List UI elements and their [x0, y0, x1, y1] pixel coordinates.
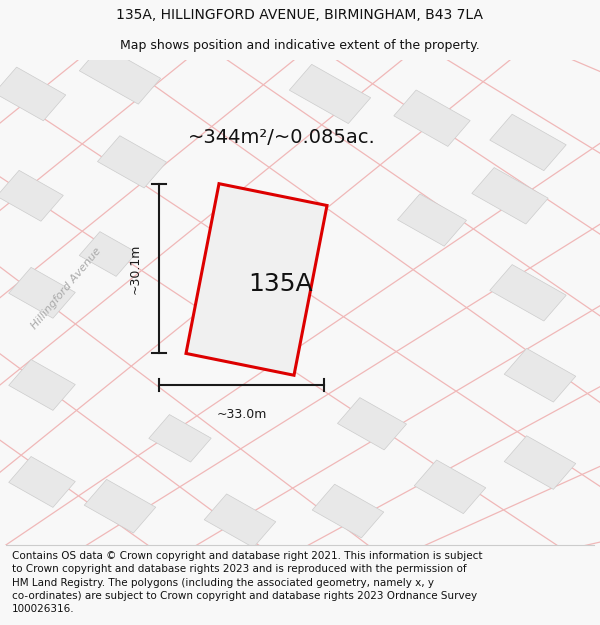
Polygon shape [84, 479, 156, 533]
Polygon shape [8, 456, 76, 508]
Polygon shape [79, 232, 137, 276]
Text: Map shows position and indicative extent of the property.: Map shows position and indicative extent… [120, 39, 480, 51]
Text: co-ordinates) are subject to Crown copyright and database rights 2023 Ordnance S: co-ordinates) are subject to Crown copyr… [12, 591, 477, 601]
Polygon shape [490, 264, 566, 321]
Polygon shape [490, 114, 566, 171]
Text: 135A, HILLINGFORD AVENUE, BIRMINGHAM, B43 7LA: 135A, HILLINGFORD AVENUE, BIRMINGHAM, B4… [116, 8, 484, 22]
Polygon shape [337, 398, 407, 450]
Polygon shape [79, 45, 161, 104]
Text: 100026316.: 100026316. [12, 604, 74, 614]
Polygon shape [397, 194, 467, 246]
Polygon shape [312, 484, 384, 538]
Text: ~344m²/~0.085ac.: ~344m²/~0.085ac. [188, 128, 376, 147]
Polygon shape [504, 436, 576, 489]
Polygon shape [204, 494, 276, 548]
Text: HM Land Registry. The polygons (including the associated geometry, namely x, y: HM Land Registry. The polygons (includin… [12, 578, 434, 587]
Text: ~30.1m: ~30.1m [128, 243, 142, 294]
Polygon shape [472, 168, 548, 224]
Polygon shape [0, 171, 64, 221]
Polygon shape [414, 460, 486, 514]
Polygon shape [8, 268, 76, 318]
Text: ~33.0m: ~33.0m [217, 408, 266, 421]
Text: to Crown copyright and database rights 2023 and is reproduced with the permissio: to Crown copyright and database rights 2… [12, 564, 467, 574]
Polygon shape [0, 67, 66, 121]
Polygon shape [186, 184, 327, 375]
Polygon shape [8, 359, 76, 411]
Text: 135A: 135A [248, 272, 313, 296]
Text: Contains OS data © Crown copyright and database right 2021. This information is : Contains OS data © Crown copyright and d… [12, 551, 482, 561]
Polygon shape [97, 136, 167, 188]
Polygon shape [504, 348, 576, 402]
Polygon shape [289, 64, 371, 124]
Polygon shape [394, 90, 470, 146]
Polygon shape [149, 414, 211, 462]
Text: Hillingford Avenue: Hillingford Avenue [29, 246, 103, 331]
